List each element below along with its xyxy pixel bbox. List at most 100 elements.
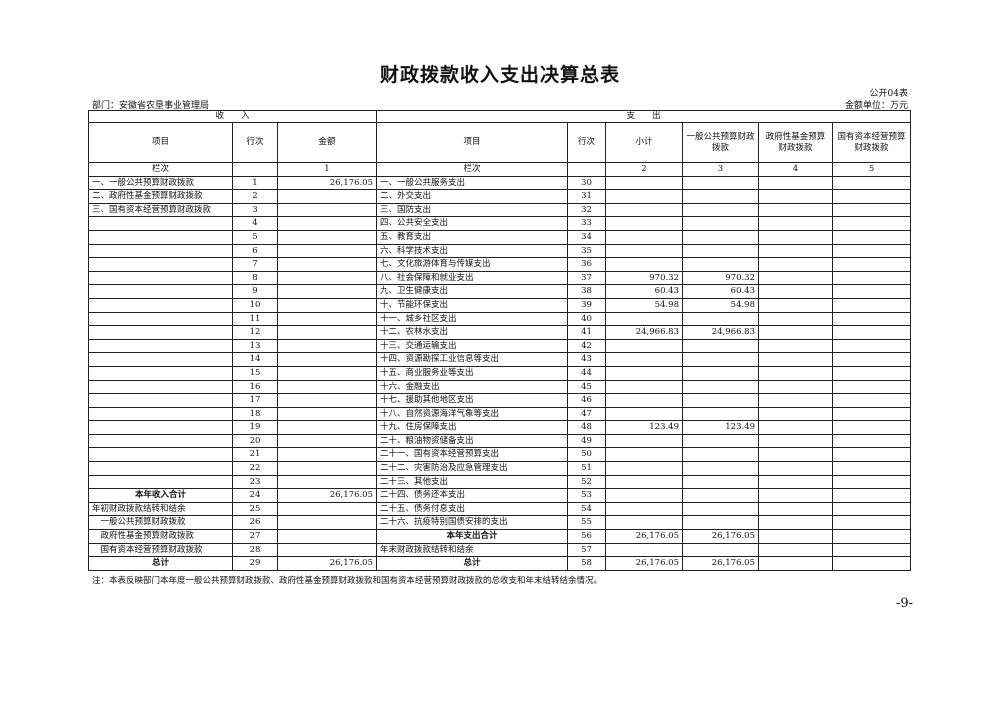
state-capital bbox=[831, 352, 912, 367]
income-row-no: 12 bbox=[232, 325, 278, 340]
table-row: 7 七、文化旅游体育与传媒支出 36 bbox=[88, 257, 912, 272]
general-budget bbox=[682, 393, 759, 408]
income-item bbox=[88, 270, 233, 286]
income-item bbox=[88, 379, 233, 395]
table-row: 总计 29 26,176.05 总计 58 26,176.05 26,176.05 bbox=[88, 556, 912, 571]
income-item bbox=[88, 284, 233, 299]
income-item: 本年收入合计 bbox=[88, 488, 233, 503]
subtotal: 26,176.05 bbox=[605, 529, 683, 544]
income-row-no: 27 bbox=[232, 529, 278, 544]
expense-row-no: 30 bbox=[567, 175, 606, 191]
state-capital bbox=[831, 556, 912, 571]
income-item bbox=[88, 447, 233, 463]
general-budget bbox=[682, 365, 759, 381]
gov-fund bbox=[758, 433, 833, 449]
income-row-no: 1 bbox=[232, 175, 278, 191]
general-budget bbox=[682, 338, 759, 354]
general-budget bbox=[682, 229, 759, 245]
subtotal bbox=[605, 257, 683, 272]
expense-row-no: 31 bbox=[567, 189, 606, 204]
income-item: 二、政府性基金预算财政拨款 bbox=[88, 189, 233, 204]
income-row-no: 8 bbox=[232, 270, 278, 286]
table-row: 19 十九、住房保障支出 48 123.49 123.49 bbox=[88, 420, 912, 435]
income-amount bbox=[277, 529, 377, 544]
income-row-no: 20 bbox=[232, 433, 278, 449]
expense-row-no: 41 bbox=[567, 325, 606, 340]
expense-item: 七、文化旅游体育与传媒支出 bbox=[376, 257, 568, 272]
income-item bbox=[88, 257, 233, 272]
table-row: 16 十六、金融支出 45 bbox=[88, 379, 912, 395]
gov-fund bbox=[758, 379, 833, 395]
subtotal bbox=[605, 311, 683, 327]
income-amount bbox=[277, 216, 377, 231]
income-row-no: 11 bbox=[232, 311, 278, 327]
gov-fund bbox=[758, 297, 833, 313]
income-row-no: 4 bbox=[232, 216, 278, 231]
income-amount bbox=[277, 325, 377, 340]
expense-row-no: 40 bbox=[567, 311, 606, 327]
table-row: 12 十二、农林水支出 41 24,966.83 24,966.83 bbox=[88, 325, 912, 340]
income-row-no: 2 bbox=[232, 189, 278, 204]
expense-item: 二十五、债务付息支出 bbox=[376, 501, 568, 517]
income-row-no: 14 bbox=[232, 352, 278, 367]
table-row: 6 六、科学技术支出 35 bbox=[88, 243, 912, 259]
header-gov-fund: 政府性基金预算财政拨款 bbox=[758, 122, 833, 163]
state-capital bbox=[831, 216, 912, 231]
state-capital bbox=[831, 488, 912, 503]
income-item bbox=[88, 229, 233, 245]
general-budget: 123.49 bbox=[682, 420, 759, 435]
expense-item: 总计 bbox=[376, 556, 568, 571]
income-item bbox=[88, 433, 233, 449]
general-budget: 24,966.83 bbox=[682, 325, 759, 340]
income-item: 总计 bbox=[88, 556, 233, 571]
expense-item: 二、外交支出 bbox=[376, 189, 568, 204]
state-capital bbox=[831, 189, 912, 204]
gov-fund bbox=[758, 257, 833, 272]
subtotal bbox=[605, 501, 683, 517]
income-row-no: 9 bbox=[232, 284, 278, 299]
expense-item: 十三、交通运输支出 bbox=[376, 338, 568, 354]
general-budget bbox=[682, 488, 759, 503]
income-row-no: 18 bbox=[232, 406, 278, 422]
income-item bbox=[88, 393, 233, 408]
income-amount bbox=[277, 189, 377, 204]
expense-item: 十五、商业服务业等支出 bbox=[376, 365, 568, 381]
state-capital bbox=[831, 325, 912, 340]
state-capital bbox=[831, 406, 912, 422]
state-capital bbox=[831, 270, 912, 286]
gov-fund bbox=[758, 556, 833, 571]
income-item: 三、国有资本经营预算财政拨款 bbox=[88, 202, 233, 218]
expense-row-no: 46 bbox=[567, 393, 606, 408]
subtotal bbox=[605, 379, 683, 395]
expense-row-no: 38 bbox=[567, 284, 606, 299]
gov-fund bbox=[758, 542, 833, 558]
subtotal bbox=[605, 243, 683, 259]
expense-item: 二十、粮油物资储备支出 bbox=[376, 433, 568, 449]
exp-col-label: 栏次 bbox=[376, 162, 568, 177]
income-row-no: 28 bbox=[232, 542, 278, 558]
income-item: 年初财政拨款结转和结余 bbox=[88, 501, 233, 517]
income-row-no: 15 bbox=[232, 365, 278, 381]
income-row-no: 29 bbox=[232, 556, 278, 571]
state-capital bbox=[831, 365, 912, 381]
budget-table: 收 入 支 出 项目 行次 金额 项目 行次 小计 一般公共预算财政拨款 政府性… bbox=[88, 110, 912, 571]
income-item bbox=[88, 325, 233, 340]
income-amount bbox=[277, 243, 377, 259]
subtotal bbox=[605, 365, 683, 381]
general-budget: 26,176.05 bbox=[682, 556, 759, 571]
income-amount bbox=[277, 229, 377, 245]
gov-fund bbox=[758, 284, 833, 299]
expense-item: 五、教育支出 bbox=[376, 229, 568, 245]
table-row: 本年收入合计 24 26,176.05 二十四、债务还本支出 53 bbox=[88, 488, 912, 503]
income-item bbox=[88, 420, 233, 435]
subtotal bbox=[605, 447, 683, 463]
general-budget bbox=[682, 175, 759, 191]
page-title: 财政拨款收入支出决算总表 bbox=[379, 64, 620, 86]
income-row-no: 26 bbox=[232, 515, 278, 531]
income-amount bbox=[277, 420, 377, 435]
state-capital bbox=[831, 420, 912, 435]
header-exp-row-no: 行次 bbox=[567, 122, 606, 163]
expense-row-no: 48 bbox=[567, 420, 606, 435]
subtotal: 26,176.05 bbox=[605, 556, 683, 571]
table-row: 年初财政拨款结转和结余 25 二十五、债务付息支出 54 bbox=[88, 501, 912, 517]
